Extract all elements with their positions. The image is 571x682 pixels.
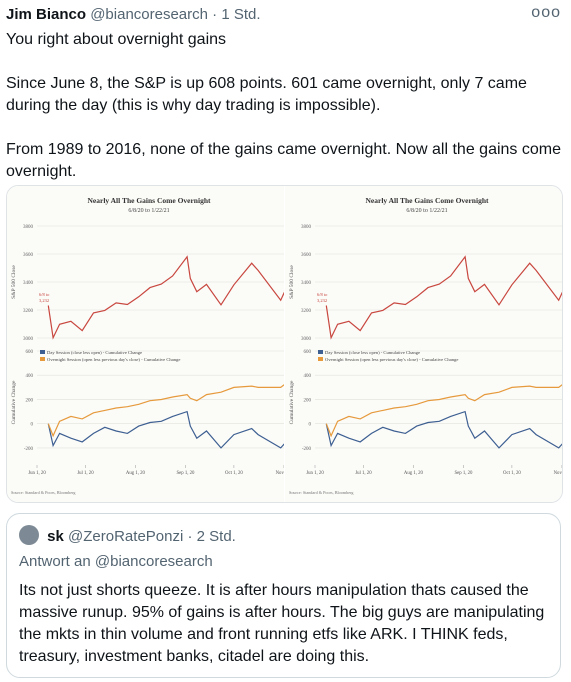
x-tick-label: Jul 1, 20 xyxy=(355,471,372,476)
chart-annotation: 3,232 xyxy=(317,298,327,304)
series-line xyxy=(325,410,562,449)
reply-context: Antwort an @biancoresearch xyxy=(19,553,213,570)
author-handle[interactable]: @biancoresearch xyxy=(90,6,208,23)
legend-swatch xyxy=(318,350,323,354)
x-tick-label: Sep 1, 20 xyxy=(454,471,473,476)
avatar[interactable] xyxy=(19,525,39,545)
legend-swatch xyxy=(40,357,45,361)
x-tick-label: Oct 1, 20 xyxy=(225,471,243,476)
tweet-paragraph: From 1989 to 2016, none of the gains cam… xyxy=(6,141,561,180)
chart-subtitle: 6/8/20 to 1/22/21 xyxy=(406,208,447,214)
tweet-text: You right about overnight gains Since Ju… xyxy=(6,29,562,183)
x-tick-label: Aug 1, 20 xyxy=(126,471,146,476)
tweet-header: Jim Bianco @biancoresearch · 1 Std. ooo xyxy=(6,4,565,26)
quote-author-handle: @ZeroRatePonzi xyxy=(68,527,184,545)
y-tick-label: 3000 xyxy=(301,337,312,342)
series-line xyxy=(47,384,284,438)
chart-image-right[interactable]: Nearly All The Gains Come Overnight 6/8/2… xyxy=(285,186,562,502)
y-tick-label: 3200 xyxy=(23,309,34,314)
quoted-tweet[interactable]: sk @ZeroRatePonzi · 2 Std. Antwort an @b… xyxy=(6,513,561,678)
series-line xyxy=(47,410,284,449)
x-tick-label: Sep 1, 20 xyxy=(176,471,195,476)
chart-subtitle: 6/8/20 to 1/22/21 xyxy=(128,208,169,214)
chart-annotation: 6/8 to xyxy=(39,292,50,297)
legend-swatch xyxy=(40,350,45,354)
x-tick-label: Nov 1, 2 xyxy=(276,471,284,476)
y-tick-label: 3200 xyxy=(301,309,312,314)
x-tick-label: Jun 1, 20 xyxy=(28,471,46,476)
y-tick-label: -200 xyxy=(302,447,312,452)
legend-entry: Overnight Session (open less previous da… xyxy=(325,357,458,362)
reply-mention[interactable]: @biancoresearch xyxy=(94,553,213,570)
y-tick-label: 3600 xyxy=(301,253,312,258)
y-tick-label: 3800 xyxy=(23,225,34,230)
y-tick-label: 0 xyxy=(31,423,34,428)
y-tick-label: 0 xyxy=(309,423,312,428)
separator-dot: · xyxy=(212,6,218,23)
more-options-icon[interactable]: ooo xyxy=(531,4,561,21)
legend-entry: Overnight Session (open less previous da… xyxy=(47,357,180,362)
chart-image-left[interactable]: Nearly All The Gains Come Overnight 6/8/2… xyxy=(7,186,284,502)
y-tick-label: 3600 xyxy=(23,253,34,258)
y-axis-label: Cumulative Change xyxy=(289,380,295,424)
legend-entry: Day Session (close less open) - Cumulati… xyxy=(325,350,420,355)
series-line xyxy=(47,255,284,340)
chart-svg: Nearly All The Gains Come Overnight 6/8/2… xyxy=(289,196,562,496)
y-tick-label: 400 xyxy=(26,374,34,379)
author-name[interactable]: Jim Bianco xyxy=(6,6,87,23)
y-tick-label: 3400 xyxy=(301,281,312,286)
x-tick-label: Nov 1, 2 xyxy=(554,471,562,476)
y-tick-label: 600 xyxy=(26,350,34,355)
tweet-paragraph: Since June 8, the S&P is up 608 points. … xyxy=(6,75,527,114)
y-tick-label: 3000 xyxy=(23,337,34,342)
tweet-paragraph: You right about overnight gains xyxy=(6,31,227,48)
y-tick-label: 200 xyxy=(26,398,34,403)
chart-title: Nearly All The Gains Come Overnight xyxy=(88,196,211,205)
y-tick-label: 3800 xyxy=(301,225,312,230)
quote-text: Its not just shorts queeze. It is after … xyxy=(19,582,545,665)
y-axis-label: Cumulative Change xyxy=(11,380,17,424)
y-tick-label: 600 xyxy=(304,350,312,355)
tweet-media[interactable]: Nearly All The Gains Come Overnight 6/8/2… xyxy=(6,185,563,503)
chart-title: Nearly All The Gains Come Overnight xyxy=(366,196,489,205)
legend-entry: Day Session (close less open) - Cumulati… xyxy=(47,350,142,355)
chart-annotation: 6/8 to xyxy=(317,292,328,297)
x-tick-label: Jul 1, 20 xyxy=(77,471,94,476)
chart-source: Source: Standard & Poors, Bloomberg xyxy=(289,490,354,496)
x-tick-label: Aug 1, 20 xyxy=(404,471,424,476)
legend-swatch xyxy=(318,357,323,361)
quote-header: sk @ZeroRatePonzi · 2 Std. xyxy=(19,525,236,547)
series-line xyxy=(325,384,562,438)
separator-dot: · xyxy=(187,527,193,545)
reply-prefix: Antwort an xyxy=(19,553,91,570)
chart-annotation: 3,232 xyxy=(39,298,49,304)
y-tick-label: 3400 xyxy=(23,281,34,286)
x-tick-label: Jun 1, 20 xyxy=(306,471,324,476)
y-axis-label: S&P 500 Close xyxy=(289,265,295,299)
quote-author-name: sk xyxy=(47,527,64,545)
timestamp[interactable]: 1 Std. xyxy=(221,6,261,23)
y-axis-label: S&P 500 Close xyxy=(11,265,17,299)
y-tick-label: 400 xyxy=(304,374,312,379)
y-tick-label: -200 xyxy=(24,447,34,452)
chart-svg: Nearly All The Gains Come Overnight 6/8/2… xyxy=(11,196,284,496)
series-line xyxy=(325,255,562,340)
y-tick-label: 200 xyxy=(304,398,312,403)
quote-timestamp: 2 Std. xyxy=(196,527,236,545)
chart-source: Source: Standard & Poors, Bloomberg xyxy=(11,490,76,496)
x-tick-label: Oct 1, 20 xyxy=(503,471,521,476)
